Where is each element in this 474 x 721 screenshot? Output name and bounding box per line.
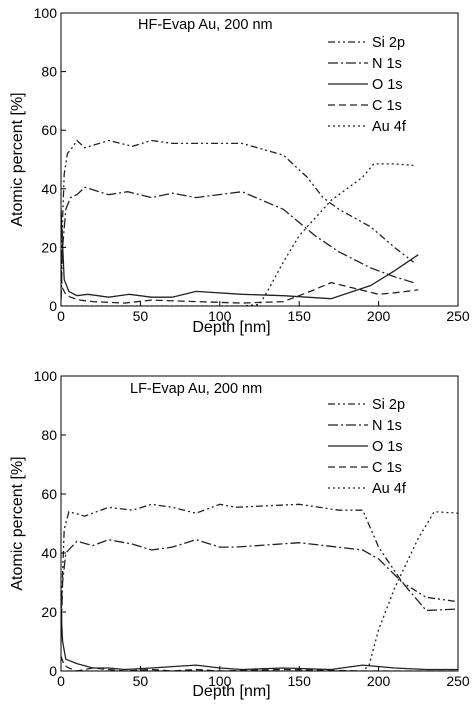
chart-annotation: LF-Evap Au, 200 nm — [130, 381, 262, 397]
series-line-au-4f — [61, 511, 458, 671]
x-tick-label: 100 — [208, 673, 232, 689]
series-line-c-1s — [61, 276, 419, 304]
series-line-n-1s — [61, 186, 414, 301]
x-tick-label: 150 — [288, 673, 312, 689]
series-line-si-2p — [61, 139, 414, 298]
legend-label: N 1s — [372, 418, 402, 434]
y-tick-label: 20 — [41, 604, 57, 620]
x-axis-label: Depth [nm] — [192, 683, 270, 700]
chart-annotation: HF-Evap Au, 200 nm — [138, 17, 273, 33]
y-tick-label: 100 — [34, 5, 58, 21]
x-tick-label: 100 — [208, 308, 232, 324]
y-tick-label: 60 — [41, 122, 57, 138]
y-tick-label: 80 — [41, 427, 57, 443]
legend-label: C 1s — [372, 98, 402, 114]
legend-label: C 1s — [372, 460, 402, 476]
y-tick-label: 80 — [41, 64, 57, 80]
y-tick-label: 0 — [49, 298, 57, 314]
y-tick-label: 40 — [41, 181, 57, 197]
x-axis-label: Depth [nm] — [192, 319, 270, 336]
legend: Si 2p N 1s O 1s C 1s Au 4f — [328, 35, 407, 135]
y-tick-label: 20 — [41, 239, 57, 255]
legend: Si 2p N 1s O 1s C 1s Au 4f — [328, 397, 407, 497]
x-tick-label: 250 — [446, 673, 470, 689]
series-line-au-4f — [61, 163, 414, 306]
series-line-n-1s — [61, 539, 458, 642]
x-tick-label: 200 — [367, 308, 391, 324]
legend-label: Au 4f — [372, 119, 407, 135]
legend-label: O 1s — [372, 439, 403, 455]
y-axis-label: Atomic percent [%] — [9, 456, 26, 590]
y-tick-label: 0 — [49, 663, 57, 679]
legend-label: Si 2p — [372, 397, 405, 413]
y-tick-label: 40 — [41, 545, 57, 561]
legend-label: Au 4f — [372, 481, 407, 497]
x-tick-label: 200 — [367, 673, 391, 689]
legend-label: Si 2p — [372, 35, 405, 51]
x-tick-label: 150 — [288, 308, 312, 324]
x-tick-label: 250 — [446, 308, 470, 324]
x-tick-label: 0 — [57, 673, 65, 689]
y-tick-label: 100 — [34, 368, 58, 384]
y-tick-label: 60 — [41, 486, 57, 502]
plot-frame — [60, 375, 459, 672]
x-tick-label: 50 — [133, 308, 149, 324]
series-line-c-1s — [61, 656, 458, 671]
y-axis-label: Atomic percent [%] — [9, 92, 26, 226]
series-line-si-2p — [61, 503, 458, 618]
legend-label: O 1s — [372, 77, 403, 93]
legend-label: N 1s — [372, 56, 402, 72]
plot-frame — [60, 12, 459, 307]
x-tick-label: 50 — [133, 673, 149, 689]
series-line-o-1s — [61, 209, 419, 300]
series-line-o-1s — [61, 608, 458, 671]
x-tick-label: 0 — [57, 308, 65, 324]
